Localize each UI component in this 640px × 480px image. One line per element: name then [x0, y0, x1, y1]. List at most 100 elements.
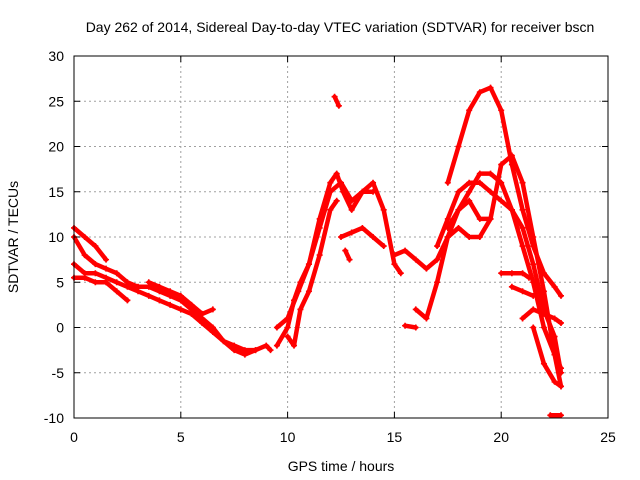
data-point	[519, 315, 526, 322]
data-point	[551, 378, 558, 385]
y-tick-label: -5	[52, 365, 65, 381]
data-point	[316, 224, 323, 231]
data-point	[113, 288, 120, 295]
data-point	[156, 297, 163, 304]
data-point	[297, 279, 304, 286]
data-point	[327, 179, 334, 186]
data-point	[519, 206, 526, 213]
data-point	[498, 107, 505, 114]
data-point	[156, 283, 163, 290]
data-point	[113, 279, 120, 286]
data-point	[92, 261, 99, 268]
data-point	[338, 234, 344, 240]
axis-ticks	[73, 55, 609, 419]
data-point	[412, 256, 419, 263]
data-point	[540, 270, 547, 277]
x-tick-label: 20	[493, 429, 509, 445]
data-point	[519, 224, 526, 231]
series-trace-8	[285, 198, 339, 348]
data-point	[540, 324, 547, 331]
x-tick-labels: 0 5 10 15 20 25	[70, 429, 616, 445]
data-point	[466, 188, 473, 195]
data-point	[92, 243, 99, 250]
data-point	[370, 188, 377, 195]
data-point	[412, 306, 419, 313]
data-point	[498, 161, 505, 168]
data-point	[241, 347, 248, 354]
data-point	[519, 288, 526, 295]
data-point	[291, 342, 298, 349]
data-point	[81, 252, 88, 259]
y-tick-label: 30	[48, 48, 64, 64]
data-point	[297, 306, 304, 313]
data-point	[316, 252, 323, 259]
data-point	[188, 301, 195, 308]
data-point	[291, 297, 298, 304]
data-point	[508, 270, 515, 277]
data-point	[167, 301, 174, 308]
data-point	[476, 179, 483, 186]
data-point	[124, 297, 131, 304]
data-point	[508, 206, 515, 213]
data-point	[498, 197, 505, 204]
x-axis-label: GPS time / hours	[288, 458, 395, 474]
data-point	[530, 306, 537, 313]
series-trace-7	[274, 180, 376, 348]
data-point	[177, 306, 184, 313]
data-point	[220, 338, 227, 345]
data-point	[113, 270, 120, 277]
data-point	[327, 206, 334, 213]
y-tick-label: 0	[56, 320, 64, 336]
data-point	[487, 215, 494, 222]
data-point	[92, 279, 99, 286]
x-tick-label: 15	[387, 429, 403, 445]
data-point	[476, 215, 483, 222]
series-trace-17	[530, 325, 564, 389]
y-tick-label: 5	[56, 274, 64, 290]
data-point	[103, 265, 110, 272]
x-tick-label: 25	[600, 429, 616, 445]
data-point	[508, 161, 515, 168]
data-point	[391, 252, 398, 259]
data-point	[124, 279, 131, 286]
data-point	[444, 215, 451, 222]
data-point	[412, 324, 419, 331]
series-trace-10	[392, 216, 493, 271]
data-point	[273, 342, 280, 349]
data-point	[519, 179, 526, 186]
data-point	[530, 243, 537, 250]
data-point	[444, 179, 451, 186]
data-point	[209, 324, 216, 331]
data-point	[466, 179, 473, 186]
data-point	[331, 93, 338, 100]
series-trace-13	[445, 85, 564, 299]
data-point	[92, 270, 99, 277]
data-point	[434, 279, 441, 286]
data-point	[391, 261, 398, 268]
data-point	[519, 243, 526, 250]
data-point	[273, 324, 280, 331]
data-point	[380, 243, 387, 250]
data-point	[103, 279, 110, 286]
data-point	[199, 310, 206, 317]
data-point	[342, 247, 349, 254]
data-point	[530, 324, 537, 331]
data-point	[476, 234, 483, 240]
data-point	[402, 322, 409, 329]
data-point	[348, 197, 355, 204]
y-tick-label: 25	[48, 93, 64, 109]
data-point	[333, 197, 340, 204]
data-point	[263, 342, 270, 349]
data-point	[81, 274, 88, 281]
x-tick-label: 5	[177, 429, 185, 445]
data-point	[209, 306, 216, 313]
data-point	[284, 324, 291, 331]
data-point	[455, 224, 462, 231]
data-point	[476, 89, 483, 96]
data-point	[284, 333, 291, 340]
y-tick-label: -10	[44, 410, 64, 426]
data-point	[346, 256, 353, 263]
data-point	[525, 274, 532, 281]
data-point	[397, 270, 404, 277]
data-point	[370, 179, 377, 186]
